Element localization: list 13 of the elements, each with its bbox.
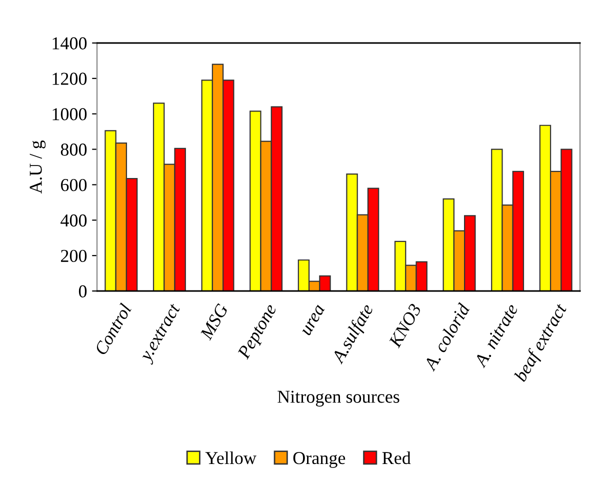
y-tick-label: 1000 [52,108,87,120]
y-tick-label: 1200 [52,72,87,85]
y-tick-label: 800 [60,144,87,156]
y-tick-label: 600 [60,178,87,192]
legend-label: Yellow [205,451,256,464]
y-axis-title: A.U / g [30,140,46,194]
y-tick-label: 400 [60,214,87,227]
y-tick-label: 200 [60,250,87,262]
y-tick-label: 0 [78,285,87,298]
y-tick-label: 1400 [52,37,87,50]
x-axis-title: Nitrogen sources [278,390,400,407]
legend-label: Orange [293,452,346,468]
legend-label: Red [382,451,411,464]
